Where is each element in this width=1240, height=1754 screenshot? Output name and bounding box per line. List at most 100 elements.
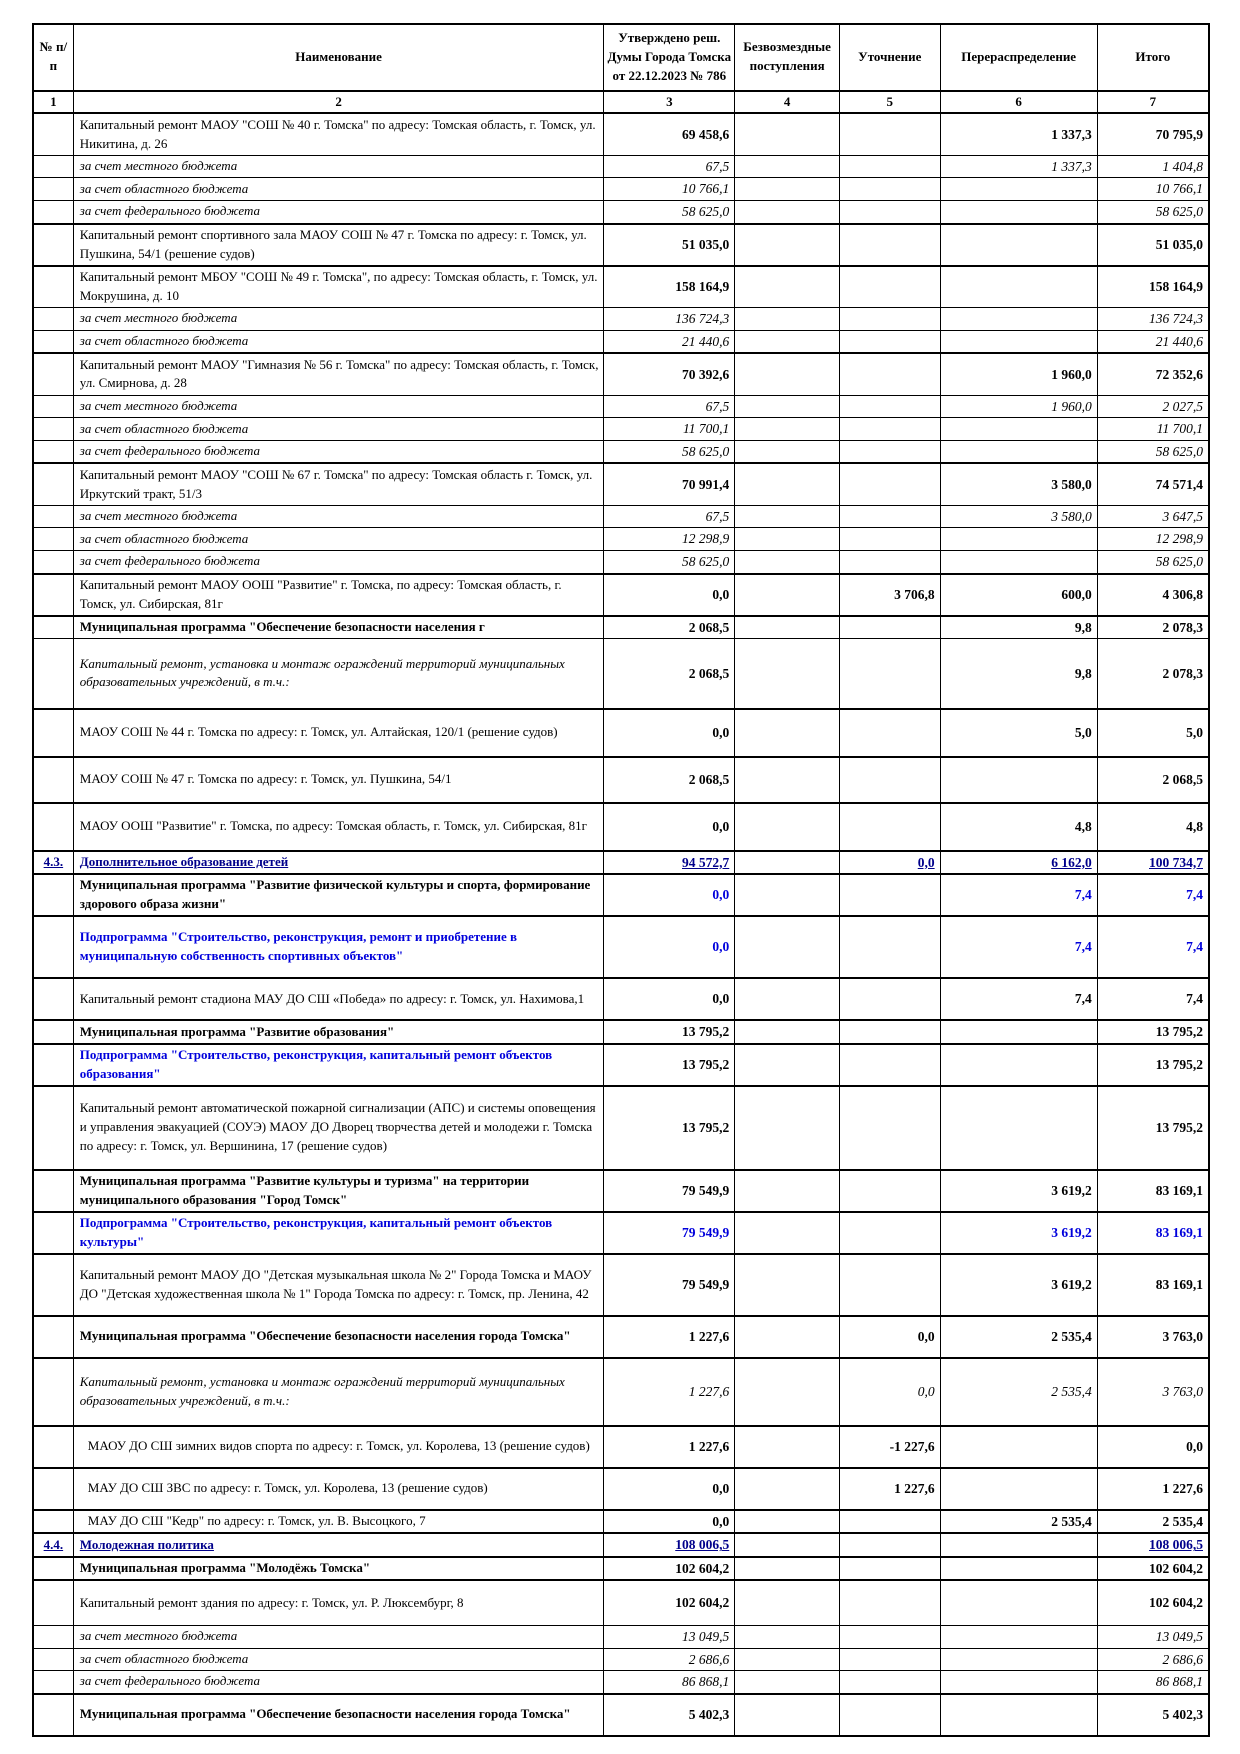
row-number-cell xyxy=(32,1692,74,1737)
row-number-cell xyxy=(32,1624,74,1649)
row-total-cell: 2 078,3 xyxy=(1096,614,1210,640)
row-redistribution-cell xyxy=(939,222,1098,267)
row-gratuitous-cell xyxy=(734,549,840,575)
row-name-cell: МАУ ДО СШ "Кедр" по адресу: г. Томск, ул… xyxy=(72,1508,605,1534)
row-redistribution-cell: 1 960,0 xyxy=(939,352,1098,396)
row-gratuitous-cell xyxy=(734,572,840,617)
row-gratuitous-cell xyxy=(734,1042,840,1087)
row-total-cell: 100 734,7 xyxy=(1096,849,1210,875)
table-row: за счет федерального бюджета 58 625,0 58 6… xyxy=(32,199,1210,225)
row-name-cell: Муниципальная программа "Обеспечение без… xyxy=(72,1692,605,1737)
row-total-cell: 10 766,1 xyxy=(1096,177,1210,201)
row-number-cell xyxy=(32,614,74,640)
row-redistribution-cell: 7,4 xyxy=(939,915,1098,979)
row-redistribution-cell: 4,8 xyxy=(939,801,1098,852)
row-name-cell: МАУ ДО СШ ЗВС по адресу: г. Томск, ул. К… xyxy=(72,1466,605,1511)
row-adjustment-cell xyxy=(838,1252,941,1317)
row-number-cell xyxy=(32,222,74,267)
row-approved-cell: 79 549,9 xyxy=(603,1210,736,1255)
table-row: за счет местного бюджета 67,5 1 960,0 2 027… xyxy=(32,394,1210,419)
row-name-cell: Капитальный ремонт, установка и монтаж о… xyxy=(72,1356,605,1427)
row-adjustment-cell xyxy=(838,177,941,201)
header-total: Итого xyxy=(1096,23,1210,92)
row-name-cell: Капитальный ремонт МАОУ ООШ "Развитие" г… xyxy=(72,572,605,617)
row-number-cell xyxy=(32,1042,74,1087)
row-total-cell: 13 795,2 xyxy=(1096,1019,1210,1045)
row-adjustment-cell xyxy=(838,1019,941,1045)
row-total-cell: 58 625,0 xyxy=(1096,199,1210,225)
table-row: Капитальный ремонт МАОУ "СОШ № 40 г. Том… xyxy=(32,112,1210,156)
row-redistribution-cell: 2 535,4 xyxy=(939,1508,1098,1534)
row-redistribution-cell xyxy=(939,1555,1098,1581)
row-name-cell: за счет областного бюджета xyxy=(72,527,605,551)
row-number-cell xyxy=(32,1670,74,1695)
row-adjustment-cell xyxy=(838,1084,941,1171)
row-gratuitous-cell xyxy=(734,177,840,201)
row-redistribution-cell: 6 162,0 xyxy=(939,849,1098,875)
row-approved-cell: 86 868,1 xyxy=(603,1670,736,1695)
table-row: Капитальный ремонт, установка и монтаж о… xyxy=(32,638,1210,710)
row-gratuitous-cell xyxy=(734,755,840,804)
row-redistribution-cell xyxy=(939,199,1098,225)
row-total-cell: 13 795,2 xyxy=(1096,1042,1210,1087)
row-number-cell xyxy=(32,177,74,201)
row-number-cell xyxy=(32,915,74,979)
table-row: Капитальный ремонт МАОУ ДО "Детская музы… xyxy=(32,1252,1210,1317)
row-name-cell: за счет местного бюджета xyxy=(72,154,605,179)
row-gratuitous-cell xyxy=(734,1624,840,1649)
row-adjustment-cell xyxy=(838,112,941,156)
row-redistribution-cell xyxy=(939,1647,1098,1672)
row-gratuitous-cell xyxy=(734,1019,840,1045)
row-adjustment-cell xyxy=(838,1168,941,1213)
row-number-cell xyxy=(32,1252,74,1317)
row-name-cell: МАОУ ООШ "Развитие" г. Томска, по адресу… xyxy=(72,801,605,852)
row-approved-cell: 5 402,3 xyxy=(603,1692,736,1737)
row-adjustment-cell xyxy=(838,1624,941,1649)
row-number-cell xyxy=(32,504,74,529)
row-number-cell xyxy=(32,707,74,758)
row-redistribution-cell xyxy=(939,1084,1098,1171)
section-row: 4.4. Молодежная политика 108 006,5 108 006,… xyxy=(32,1532,1210,1558)
row-number-cell xyxy=(32,1466,74,1511)
row-redistribution-cell: 1 337,3 xyxy=(939,112,1098,156)
row-adjustment-cell xyxy=(838,873,941,917)
table-header: № п/п Наименование Утверждено реш. Думы … xyxy=(32,23,1210,115)
row-total-cell: 83 169,1 xyxy=(1096,1168,1210,1213)
row-approved-cell: 51 035,0 xyxy=(603,222,736,267)
row-total-cell: 83 169,1 xyxy=(1096,1210,1210,1255)
row-name-cell: Муниципальная программа "Развитие физиче… xyxy=(72,873,605,917)
table-row: за счет местного бюджета 67,5 1 337,3 1 404… xyxy=(32,154,1210,179)
row-gratuitous-cell xyxy=(734,527,840,551)
table-row: Капитальный ремонт, установка и монтаж о… xyxy=(32,1356,1210,1427)
row-total-cell: 1 404,8 xyxy=(1096,154,1210,179)
row-adjustment-cell xyxy=(838,154,941,179)
row-gratuitous-cell xyxy=(734,1579,840,1626)
row-approved-cell: 2 068,5 xyxy=(603,614,736,640)
row-number-cell xyxy=(32,199,74,225)
row-number-cell xyxy=(32,873,74,917)
row-adjustment-cell xyxy=(838,977,941,1021)
row-approved-cell: 79 549,9 xyxy=(603,1168,736,1213)
row-name-cell: Муниципальная программа "Развитие образо… xyxy=(72,1019,605,1045)
row-redistribution-cell xyxy=(939,1466,1098,1511)
row-number-cell xyxy=(32,264,74,309)
table-row: Капитальный ремонт здания по адресу: г. … xyxy=(32,1579,1210,1626)
table-row: МАОУ ООШ "Развитие" г. Томска, по адресу… xyxy=(32,801,1210,852)
row-gratuitous-cell xyxy=(734,638,840,710)
row-adjustment-cell xyxy=(838,1555,941,1581)
row-adjustment-cell xyxy=(838,439,941,464)
row-number-cell xyxy=(32,417,74,441)
row-adjustment-cell xyxy=(838,1210,941,1255)
row-name-cell: за счет местного бюджета xyxy=(72,394,605,419)
row-gratuitous-cell xyxy=(734,873,840,917)
table-row: за счет областного бюджета 10 766,1 10 766… xyxy=(32,177,1210,201)
row-gratuitous-cell xyxy=(734,1692,840,1737)
row-name-cell: МАОУ СОШ № 44 г. Томска по адресу: г. То… xyxy=(72,707,605,758)
row-total-cell: 102 604,2 xyxy=(1096,1555,1210,1581)
row-approved-cell: 0,0 xyxy=(603,1508,736,1534)
row-gratuitous-cell xyxy=(734,801,840,852)
table-row: Муниципальная программа "Развитие образо… xyxy=(32,1019,1210,1045)
row-adjustment-cell: 3 706,8 xyxy=(838,572,941,617)
row-total-cell: 1 227,6 xyxy=(1096,1466,1210,1511)
row-name-cell: Капитальный ремонт, установка и монтаж о… xyxy=(72,638,605,710)
